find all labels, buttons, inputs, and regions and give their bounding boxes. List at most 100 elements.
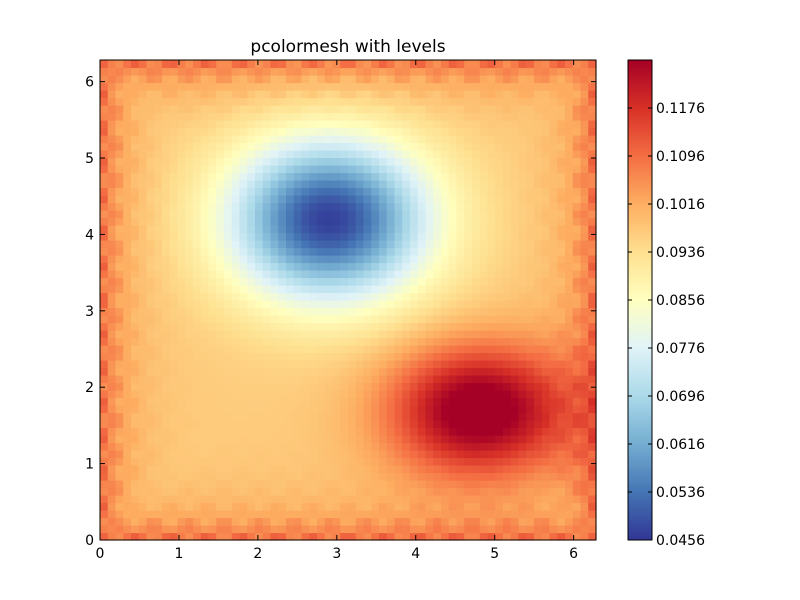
mesh-cell <box>255 277 264 286</box>
mesh-cell <box>503 202 512 211</box>
mesh-cell <box>588 517 597 526</box>
mesh-cell <box>479 450 489 459</box>
mesh-cell <box>224 412 233 421</box>
mesh-cell <box>247 435 256 444</box>
mesh-cell <box>495 285 504 294</box>
mesh-cell <box>247 75 256 84</box>
mesh-cell <box>293 405 303 414</box>
mesh-cell <box>363 217 372 226</box>
mesh-cell <box>185 495 194 504</box>
mesh-cell <box>518 390 527 399</box>
mesh-cell <box>503 285 512 294</box>
mesh-cell <box>572 427 582 436</box>
mesh-cell <box>510 127 520 136</box>
mesh-cell <box>231 322 241 331</box>
mesh-cell <box>363 157 372 166</box>
mesh-cell <box>115 225 124 234</box>
mesh-cell <box>448 180 458 189</box>
mesh-cell <box>239 127 248 136</box>
mesh-cell <box>100 180 109 189</box>
mesh-cell <box>402 487 411 496</box>
mesh-cell <box>324 210 334 219</box>
mesh-cell <box>572 75 582 84</box>
mesh-cell <box>448 165 458 174</box>
mesh-cell <box>216 352 225 361</box>
mesh-cell <box>433 90 442 99</box>
mesh-cell <box>588 487 597 496</box>
mesh-cell <box>123 352 132 361</box>
mesh-cell <box>278 157 287 166</box>
mesh-cell <box>224 435 233 444</box>
mesh-cell <box>317 262 326 271</box>
mesh-cell <box>286 330 295 339</box>
mesh-cell <box>464 532 473 541</box>
mesh-cell <box>293 495 303 504</box>
mesh-cell <box>162 232 171 241</box>
mesh-cell <box>448 97 458 106</box>
mesh-cell <box>456 97 465 106</box>
mesh-cell <box>510 360 520 369</box>
mesh-cell <box>379 255 388 264</box>
mesh-cell <box>472 172 481 181</box>
mesh-cell <box>479 472 489 481</box>
mesh-cell <box>309 420 318 429</box>
mesh-cell <box>208 525 217 534</box>
mesh-cell <box>402 495 411 504</box>
mesh-cell <box>324 240 334 249</box>
mesh-cell <box>262 510 272 519</box>
mesh-cell <box>402 277 411 286</box>
mesh-cell <box>379 382 388 391</box>
mesh-cell <box>324 337 334 346</box>
mesh-cell <box>208 472 217 481</box>
mesh-cell <box>324 202 334 211</box>
mesh-cell <box>479 90 489 99</box>
mesh-cell <box>309 337 318 346</box>
mesh-cell <box>154 390 163 399</box>
mesh-cell <box>239 67 248 76</box>
mesh-cell <box>224 240 233 249</box>
mesh-cell <box>472 322 481 331</box>
mesh-cell <box>580 480 589 489</box>
mesh-cell <box>301 525 310 534</box>
mesh-cell <box>301 292 310 301</box>
mesh-cell <box>363 165 372 174</box>
mesh-cell <box>200 142 210 151</box>
mesh-cell <box>518 472 527 481</box>
mesh-cell <box>448 450 458 459</box>
mesh-cell <box>162 450 171 459</box>
mesh-cell <box>262 60 272 69</box>
mesh-cell <box>262 427 272 436</box>
mesh-cell <box>394 412 403 421</box>
mesh-cell <box>317 75 326 84</box>
mesh-cell <box>131 442 140 451</box>
mesh-cell <box>231 277 241 286</box>
mesh-cell <box>541 457 551 466</box>
mesh-cell <box>510 232 520 241</box>
mesh-cell <box>278 270 287 279</box>
mesh-cell <box>154 135 163 144</box>
mesh-cell <box>177 495 186 504</box>
mesh-cell <box>146 187 155 196</box>
mesh-cell <box>185 180 194 189</box>
mesh-cell <box>479 375 489 384</box>
mesh-cell <box>177 367 186 376</box>
mesh-cell <box>278 315 287 324</box>
mesh-cell <box>169 90 179 99</box>
mesh-cell <box>286 442 295 451</box>
mesh-cell <box>239 390 248 399</box>
mesh-cell <box>565 82 574 91</box>
mesh-cell <box>425 90 434 99</box>
mesh-cell <box>317 352 326 361</box>
mesh-cell <box>572 307 582 316</box>
mesh-cell <box>154 165 163 174</box>
mesh-cell <box>239 90 248 99</box>
mesh-cell <box>371 180 380 189</box>
mesh-cell <box>255 165 264 174</box>
mesh-cell <box>200 240 210 249</box>
mesh-cell <box>371 172 380 181</box>
mesh-cell <box>324 345 334 354</box>
mesh-cell <box>371 90 380 99</box>
mesh-cell <box>503 375 512 384</box>
mesh-cell <box>286 510 295 519</box>
mesh-cell <box>239 495 248 504</box>
